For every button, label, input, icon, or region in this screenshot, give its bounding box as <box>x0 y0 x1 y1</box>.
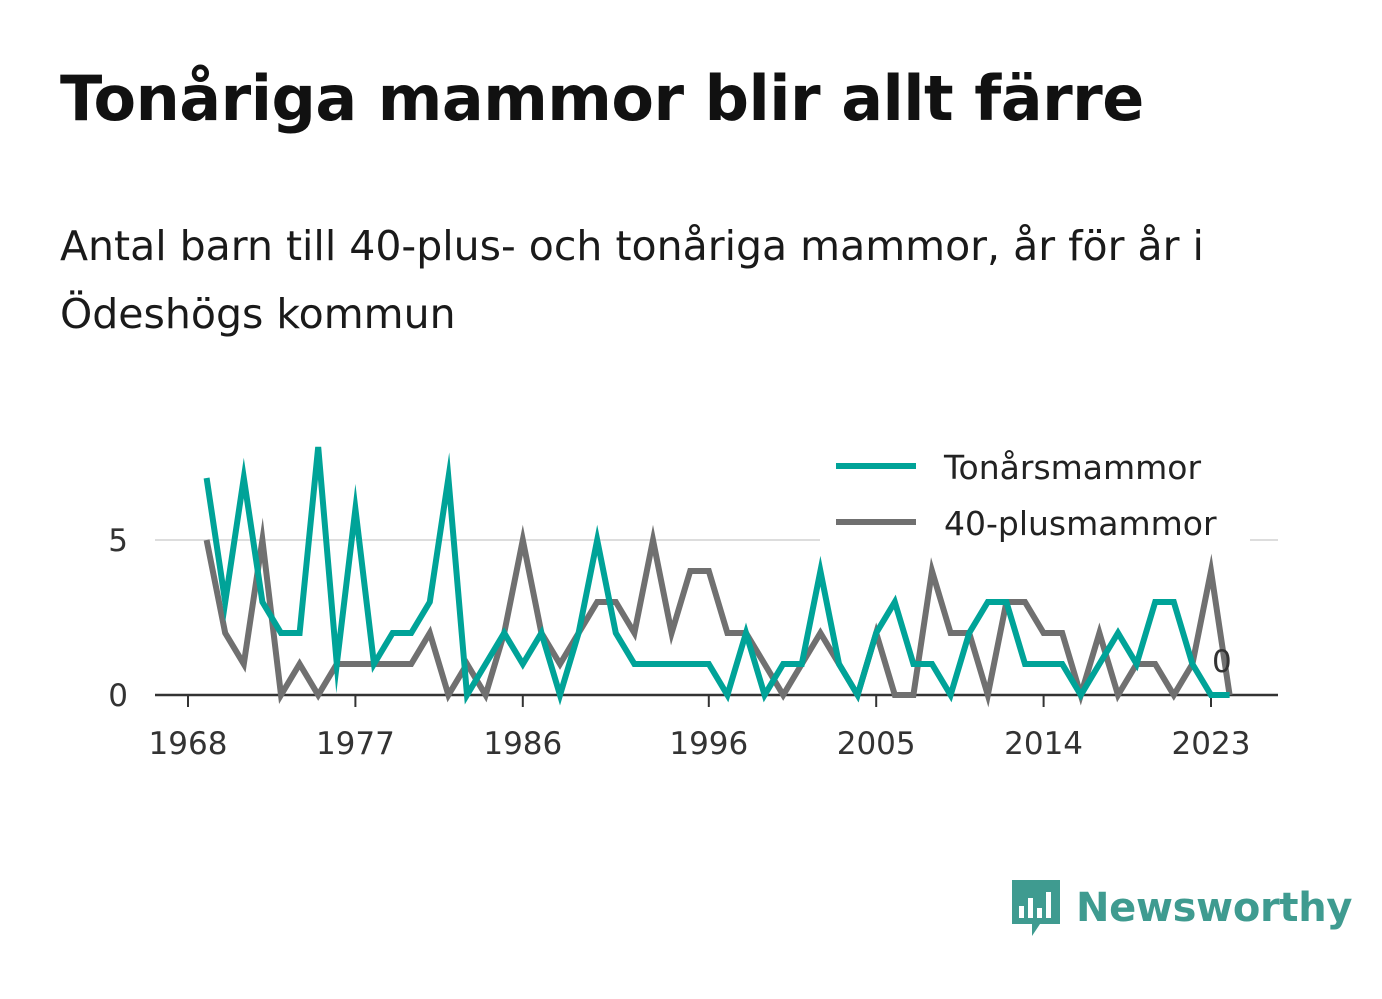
axes: 0 5 1968 1977 1986 1996 2005 2014 2023 <box>108 523 1278 762</box>
x-tick-label-1986: 1986 <box>483 726 562 762</box>
chart-title: Tonåriga mammor blir allt färre <box>60 62 1144 135</box>
y-tick-label-5: 5 <box>108 523 128 559</box>
brand-name: Newsworthy <box>1076 885 1353 931</box>
x-tick-label-2005: 2005 <box>837 726 916 762</box>
chart-subtitle: Antal barn till 40-plus- och tonåriga ma… <box>60 222 1204 338</box>
x-tick-label-2014: 2014 <box>1004 726 1083 762</box>
newsworthy-logo-icon <box>1012 880 1060 936</box>
y-tick-label-0: 0 <box>108 678 128 714</box>
x-tick-label-1977: 1977 <box>316 726 395 762</box>
legend-label-tonarsmammor: Tonårsmammor <box>943 448 1201 487</box>
series-lines <box>203 446 1233 708</box>
end-value-label: 0 <box>1212 644 1232 680</box>
legend: Tonårsmammor 40-plusmammor <box>820 448 1250 544</box>
series-line-tonarsmammor <box>203 446 1230 706</box>
legend-label-40-plusmammor: 40-plusmammor <box>944 504 1217 543</box>
newsworthy-logo: Newsworthy <box>1010 878 1353 938</box>
x-tick-label-1968: 1968 <box>149 726 228 762</box>
x-tick-label-1996: 1996 <box>669 726 748 762</box>
x-tick-label-2023: 2023 <box>1172 726 1251 762</box>
